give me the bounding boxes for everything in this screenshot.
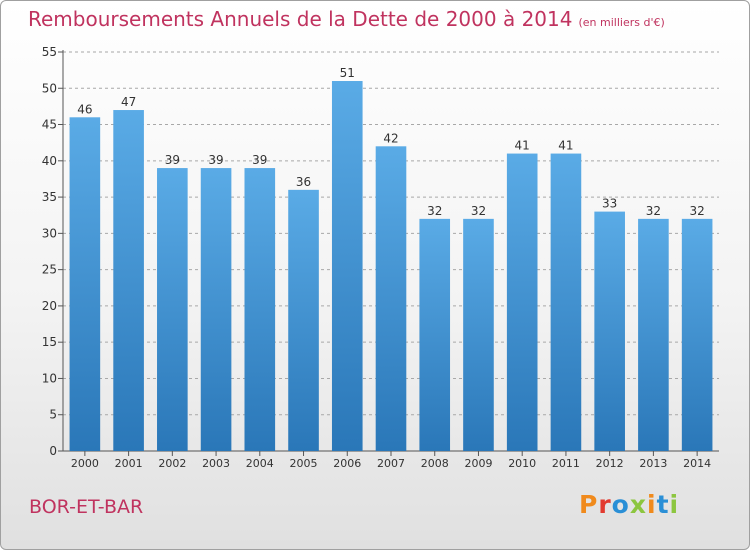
x-tick-label: 2014: [683, 457, 711, 470]
data-label: 41: [515, 139, 530, 153]
x-tick-label: 2012: [596, 457, 624, 470]
bar-2007: [375, 146, 407, 452]
data-label: 41: [558, 139, 573, 153]
logo-letter: x: [629, 490, 647, 519]
logo-letter: t: [656, 490, 670, 519]
x-tick-label: 2011: [552, 457, 580, 470]
y-tick-label: 45: [42, 118, 57, 132]
data-label: 47: [121, 95, 136, 109]
bar-2009: [463, 218, 494, 451]
y-tick-label: 10: [42, 371, 57, 385]
logo-letter: o: [611, 490, 630, 519]
x-tick-label: 2009: [464, 457, 492, 470]
x-tick-label: 2002: [158, 457, 186, 470]
proxiti-logo[interactable]: Proxiti: [579, 490, 679, 519]
bar-2014: [681, 218, 713, 451]
data-label: 39: [165, 153, 180, 167]
x-tick-label: 2008: [421, 457, 449, 470]
data-label: 46: [77, 102, 92, 116]
bar-2008: [419, 218, 451, 451]
bar-2003: [200, 168, 232, 451]
logo-letter: i: [669, 490, 680, 519]
chart-title-text: Remboursements Annuels de la Dette de 20…: [28, 7, 573, 31]
data-label: 42: [383, 131, 398, 145]
y-tick-label: 50: [42, 81, 57, 95]
bar-2011: [550, 153, 582, 451]
x-tick-label: 2006: [333, 457, 361, 470]
data-label: 32: [646, 204, 661, 218]
bars: [69, 81, 713, 452]
bar-2005: [288, 189, 319, 451]
x-tick-label: 2001: [115, 457, 143, 470]
y-tick-label: 30: [42, 226, 57, 240]
chart-title: Remboursements Annuels de la Dette de 20…: [28, 7, 665, 31]
bar-2010: [506, 153, 538, 451]
data-label: 32: [427, 204, 442, 218]
y-tick-label: 0: [49, 444, 57, 458]
data-label: 32: [471, 204, 486, 218]
y-tick-label: 25: [42, 263, 57, 277]
x-tick-label: 2010: [508, 457, 536, 470]
data-label: 39: [252, 153, 267, 167]
logo-letter: r: [598, 490, 612, 519]
bar-2012: [594, 211, 625, 451]
y-tick-label: 15: [42, 335, 57, 349]
y-tick-label: 40: [42, 154, 57, 168]
bar-2006: [331, 81, 363, 451]
bar-2013: [638, 218, 669, 451]
x-tick-label: 2000: [71, 457, 99, 470]
data-label: 33: [602, 197, 617, 211]
commune-name: BOR-ET-BAR: [29, 496, 144, 518]
logo-letter: P: [579, 490, 599, 519]
bar-2002: [157, 168, 188, 451]
bar-2001: [113, 110, 144, 451]
data-label: 36: [296, 175, 311, 189]
data-label: 51: [340, 66, 355, 80]
x-tick-label: 2003: [202, 457, 230, 470]
y-tick-label: 20: [42, 299, 57, 313]
labels: 2000 46 2001 47 2002 39 2003 39 2004 39 2005 36 2006…: [71, 66, 711, 470]
x-tick-label: 2013: [639, 457, 667, 470]
bar-2000: [69, 117, 101, 452]
x-tick-label: 2004: [246, 457, 274, 470]
chart-unit: (en milliers d'€): [578, 16, 665, 29]
data-label: 39: [208, 153, 223, 167]
x-tick-label: 2007: [377, 457, 405, 470]
data-label: 32: [689, 204, 704, 218]
bar-2004: [244, 168, 276, 451]
y-tick-label: 5: [49, 408, 57, 422]
x-tick-label: 2005: [290, 457, 318, 470]
y-tick-label: 55: [42, 45, 57, 59]
y-tick-label: 35: [42, 190, 57, 204]
logo-letter: i: [647, 490, 657, 519]
